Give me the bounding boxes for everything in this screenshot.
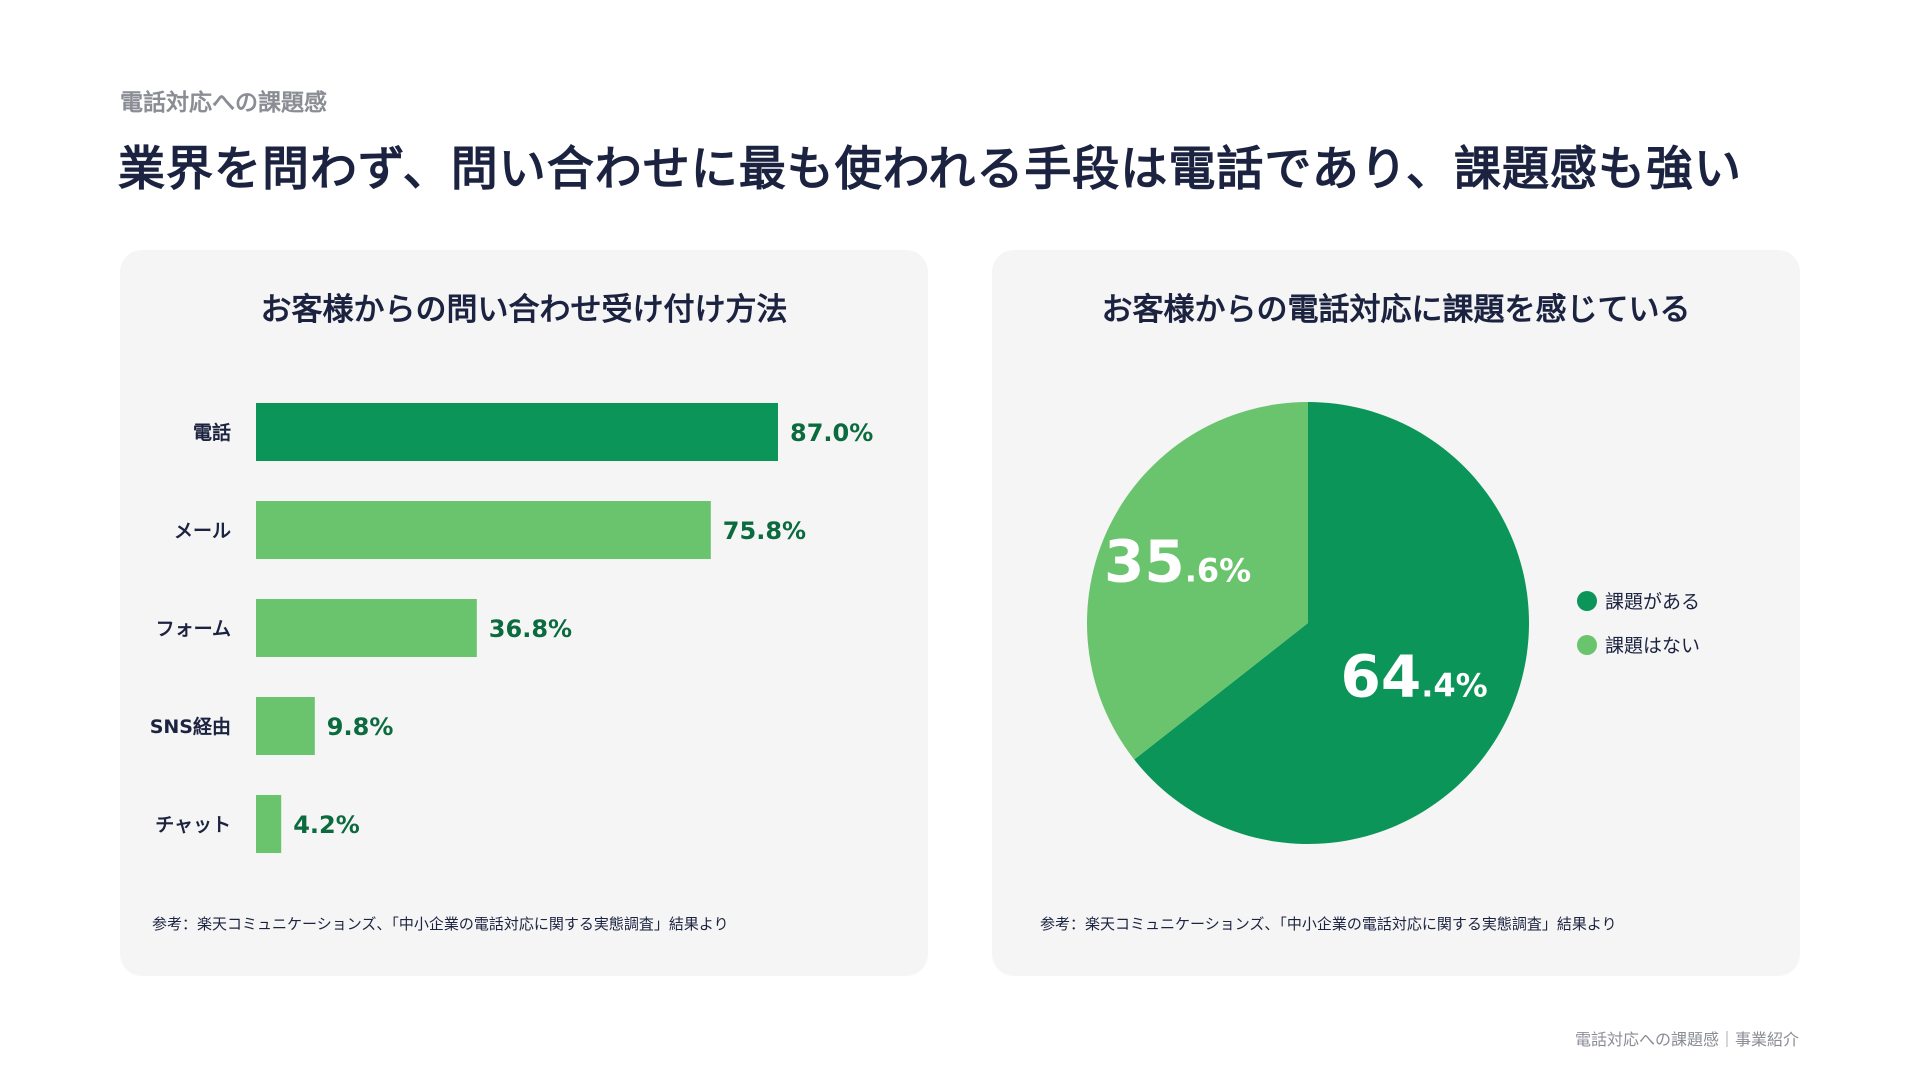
page-title: 業界を問わず、問い合わせに最も使われる手段は電話であり、課題感も強い: [118, 142, 1743, 197]
legend-marker: [1577, 635, 1597, 655]
legend-label: 課題がある: [1605, 591, 1700, 613]
bar: [256, 599, 477, 657]
bar-category-label: メール: [174, 520, 231, 542]
bar: [256, 501, 711, 559]
bar-chart-card: [120, 250, 928, 976]
bar-value-label: 75.8%: [723, 517, 806, 545]
bar-chart-title: お客様からの問い合わせ受け付け方法: [260, 292, 788, 328]
bar: [256, 795, 282, 853]
bar-category-label: チャット: [155, 814, 231, 836]
bar-value-label: 4.2%: [293, 811, 360, 839]
bar-value-label: 9.8%: [327, 713, 394, 741]
bar-source-note: 参考：楽天コミュニケーションズ、「中小企業の電話対応に関する実態調査」結果より: [152, 915, 729, 933]
bar-value-label: 36.8%: [489, 615, 572, 643]
footer-text: 電話対応への課題感｜事業紹介: [1574, 1030, 1799, 1049]
bar-category-label: フォーム: [156, 618, 231, 640]
bar-category-label: SNS経由: [150, 715, 231, 738]
section-label: 電話対応への課題感: [120, 90, 327, 116]
pie-value-label: 35.6%: [1104, 528, 1251, 596]
bar: [256, 403, 778, 461]
bar: [256, 697, 315, 755]
bar-category-label: 電話: [193, 421, 231, 444]
pie-chart-title: お客様からの電話対応に課題を感じている: [1101, 292, 1691, 328]
pie-source-note: 参考：楽天コミュニケーションズ、「中小企業の電話対応に関する実態調査」結果より: [1040, 915, 1617, 933]
legend-label: 課題はない: [1605, 635, 1700, 657]
legend-marker: [1577, 591, 1597, 611]
bar-value-label: 87.0%: [790, 419, 873, 447]
pie-slice: [1087, 402, 1308, 760]
pie-slice: [1134, 402, 1529, 844]
pie-value-label: 64.4%: [1341, 643, 1488, 711]
